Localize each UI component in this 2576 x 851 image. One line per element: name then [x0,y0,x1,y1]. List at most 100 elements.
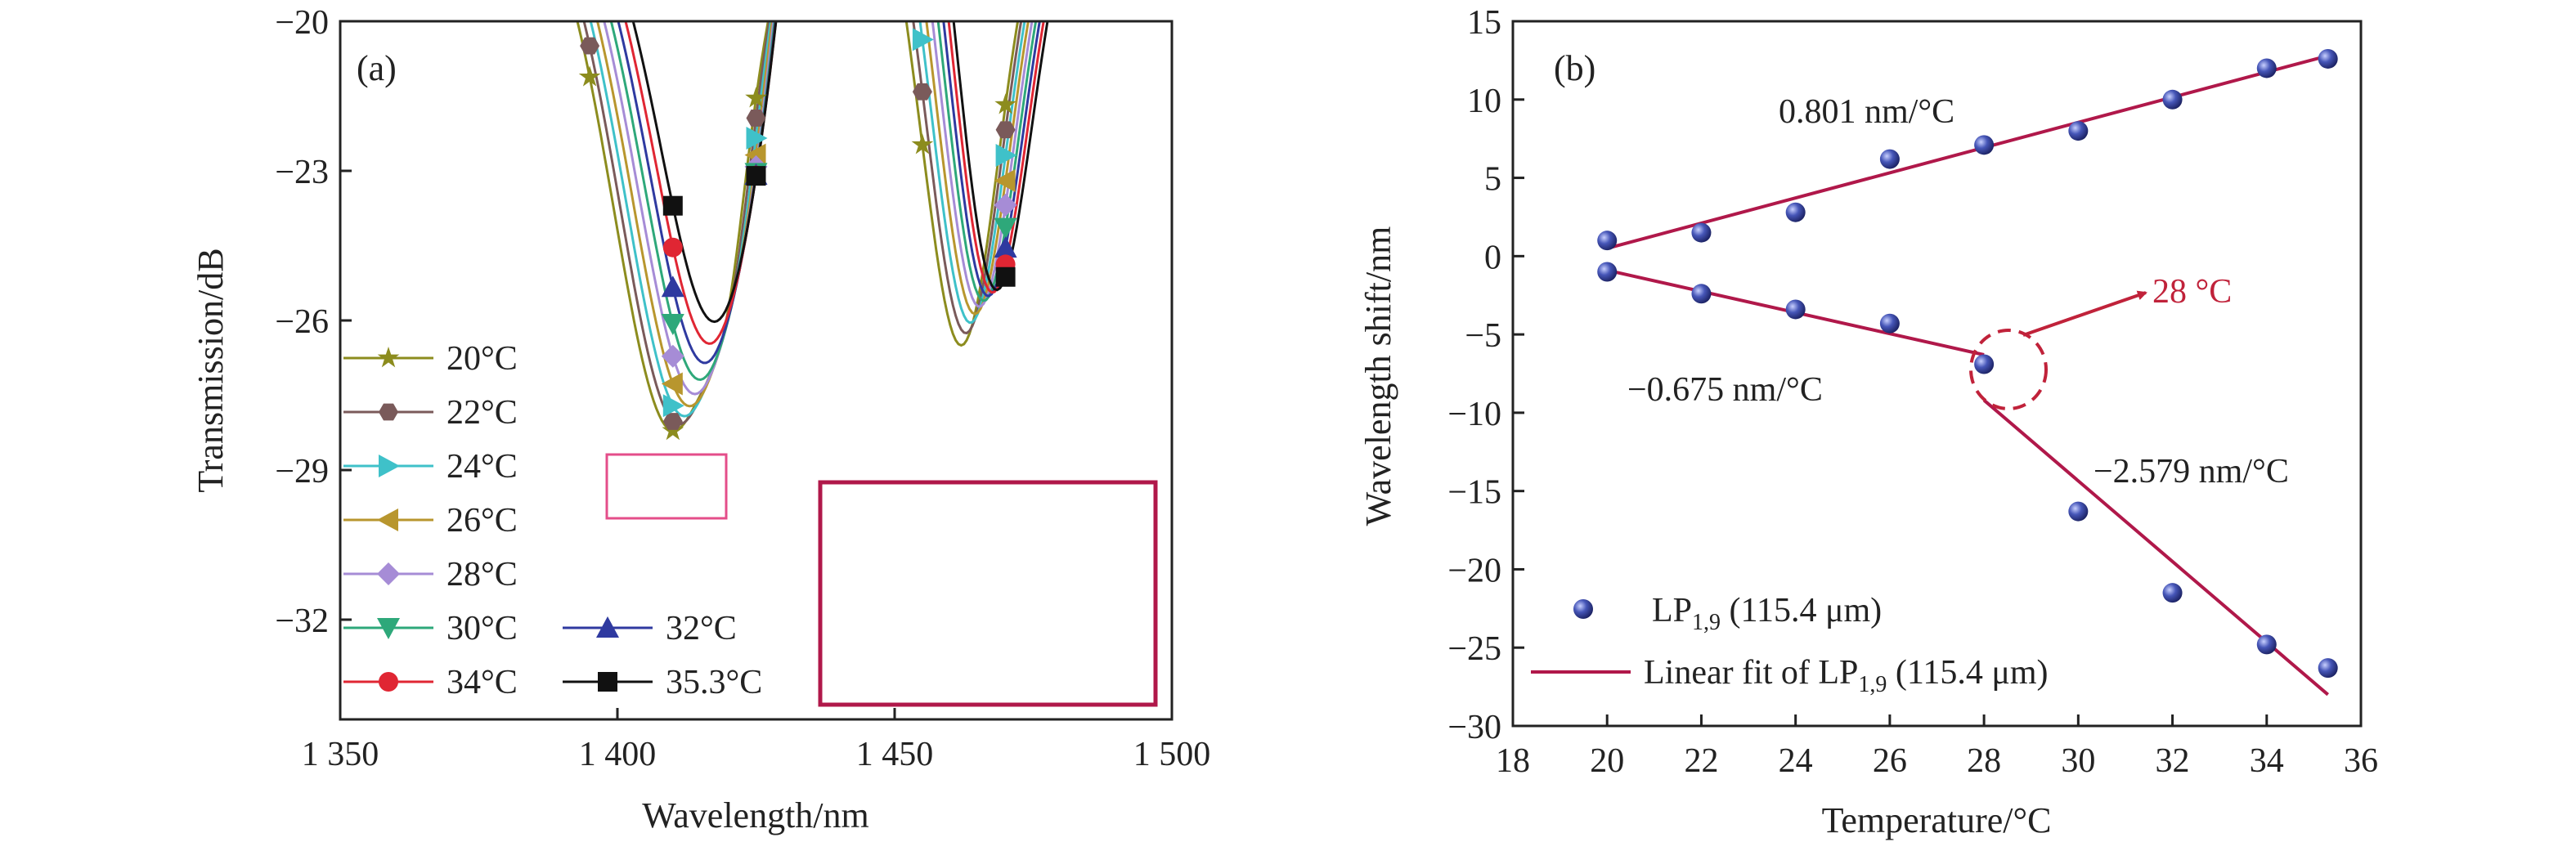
chart-b-fit-line [1982,399,2329,696]
chart-a-legend-label: 35.3°C [666,664,762,701]
chart-a-data-marker [578,65,601,87]
chart-a-legend-label: 32°C [666,610,737,647]
chart-a-data-marker [995,266,1016,287]
chart-a-y-tick-label: −26 [275,303,329,341]
chart-b-data-point [1785,299,1806,320]
chart-b-data-point [2162,583,2183,603]
chart-b-data-point [1691,284,1712,304]
chart-a-legend-label: 30°C [447,610,518,647]
chart-a-data-marker [994,193,1017,217]
chart-a-panel-label: (a) [357,48,397,88]
chart-a-data-marker [377,508,398,531]
chart-a-series-line [631,21,1049,324]
chart-a-data-marker [377,618,400,639]
chart-b-data-point [1974,135,1995,155]
chart-a-legend-label: 26°C [447,502,518,540]
chart-a-series-line [603,21,1034,396]
chart-b-x-tick-label: 22 [1684,742,1718,780]
chart-b-data-point [1691,222,1712,243]
chart-b-data-point [1879,313,1900,334]
chart-a-data-marker [911,133,934,155]
chart-b-panel-label: (b) [1554,48,1595,88]
chart-b-data-point [1597,262,1618,282]
chart-a-legend-label: 24°C [447,448,518,486]
chart-a-series-line [595,21,1030,408]
chart-a-data-marker [379,455,400,477]
chart-a-data-marker [377,562,400,585]
chart-a-y-axis-label: Transmission/dB [191,248,231,492]
chart-a-data-marker [1083,169,1106,192]
chart-b-data-point [2162,89,2183,110]
chart-a-y-tick-label: −32 [275,602,329,640]
chart-b-legend-point-marker [1573,599,1593,619]
chart-a-inset-frame [818,480,1158,707]
chart-b-x-tick-label: 36 [2344,742,2378,780]
chart-a-x-tick-label: 1 350 [302,736,379,773]
chart-b-x-tick-label: 20 [1590,742,1624,780]
chart-a-legend: 20°C 22°C 24°C 26°C 28°C 30°C 32°C 34°C 35.3°C [343,340,762,701]
chart-a-y-tick-label: −29 [275,453,329,490]
chart-b-data-point [2068,121,2089,141]
chart-a-data-marker [994,169,1016,193]
chart-a-legend-label: 28°C [447,556,518,593]
chart-b-x-tick-label: 24 [1779,742,1813,780]
chart-b-x-tick-label: 34 [2250,742,2284,780]
chart-b-y-tick-label: 0 [1484,239,1501,276]
chart-a-data-marker [994,236,1017,258]
chart-a-plot-area [576,21,1049,432]
chart-b-x-tick-label: 28 [1967,742,2001,780]
chart-a-data-marker [661,344,684,368]
chart-a-frame [339,20,1174,721]
chart-a-data-marker [596,616,619,638]
chart-b-data-point [2318,48,2338,69]
chart-b-legend: LP1,9 (115.4 μm) Linear fit of LP1,9 (11… [1531,592,2049,697]
chart-a-series-line [582,21,1023,426]
chart-b-x-tick-label: 26 [1873,742,1907,780]
chart-a-axes: 1 350 1 400 1 450 1 500 −32 −29 −26 −23 −20 [275,4,1210,773]
chart-b-fit-line [1606,54,2329,250]
chart-a-data-marker [662,195,683,216]
chart-b-slope-label-lower-right: −2.579 nm/°C [2094,453,2289,490]
chart-b-y-tick-label: −10 [1447,396,1501,433]
chart-a-inset-plot [820,0,1156,383]
chart-a-data-marker [746,126,768,150]
chart-b-data-point [1597,231,1618,251]
chart-a-y-tick-label: −20 [275,4,329,42]
chart-b-y-tick-label: 15 [1467,4,1501,42]
chart-a-data-marker [662,394,684,418]
chart-b-y-axis-label: Wavelength shift/nm [1358,226,1398,526]
chart-b-legend-fit-label: Linear fit of LP1,9 (115.4 μm) [1644,654,2049,697]
chart-b-data-point [2068,501,2089,522]
chart-a-data-marker [912,83,932,101]
chart-a-data-marker [598,672,617,692]
chart-a-data-marker [662,237,683,258]
chart-b-highlight-circle [1969,329,2048,410]
chart-a-x-tick-label: 1 500 [1133,736,1211,773]
chart-a-series-line [609,21,1038,382]
chart-a-series-line [624,21,1045,345]
chart-b-y-tick-label: −20 [1447,552,1501,589]
chart-b-annotation-label: 28 °C [2152,273,2232,311]
chart-b-legend-points-label: LP1,9 (115.4 μm) [1652,592,1882,635]
chart-a-data-marker [746,166,766,186]
chart-b-data-point [1785,202,1806,222]
chart-b-y-tick-label: −30 [1447,709,1501,746]
chart-a-data-marker [746,110,766,127]
chart-a-x-tick-label: 1 400 [579,736,657,773]
chart-b-x-axis-label: Temperature/°C [1822,800,2052,840]
chart-b-points [1597,48,2338,679]
chart-a-data-marker [661,275,684,298]
chart-b-x-tick-label: 18 [1496,742,1530,780]
chart-a-series-line [576,21,1020,432]
chart-a: 1 350 1 400 1 450 1 500−32−29−26−23−20 (a) … [191,0,1210,835]
chart-a-x-axis-label: Wavelength/nm [642,795,869,835]
chart-b: 28 °C 0.801 nm/°C −0.675 nm/°C −2.579 nm… [1358,4,2378,840]
chart-a-data-marker [661,313,684,335]
chart-b-data-point [1974,354,1995,374]
chart-a-inset-line [820,0,1156,383]
chart-b-data-point [1879,149,1900,169]
chart-b-y-tick-label: −15 [1447,474,1501,512]
chart-a-data-marker [661,372,683,396]
chart-a-data-marker [662,413,683,430]
